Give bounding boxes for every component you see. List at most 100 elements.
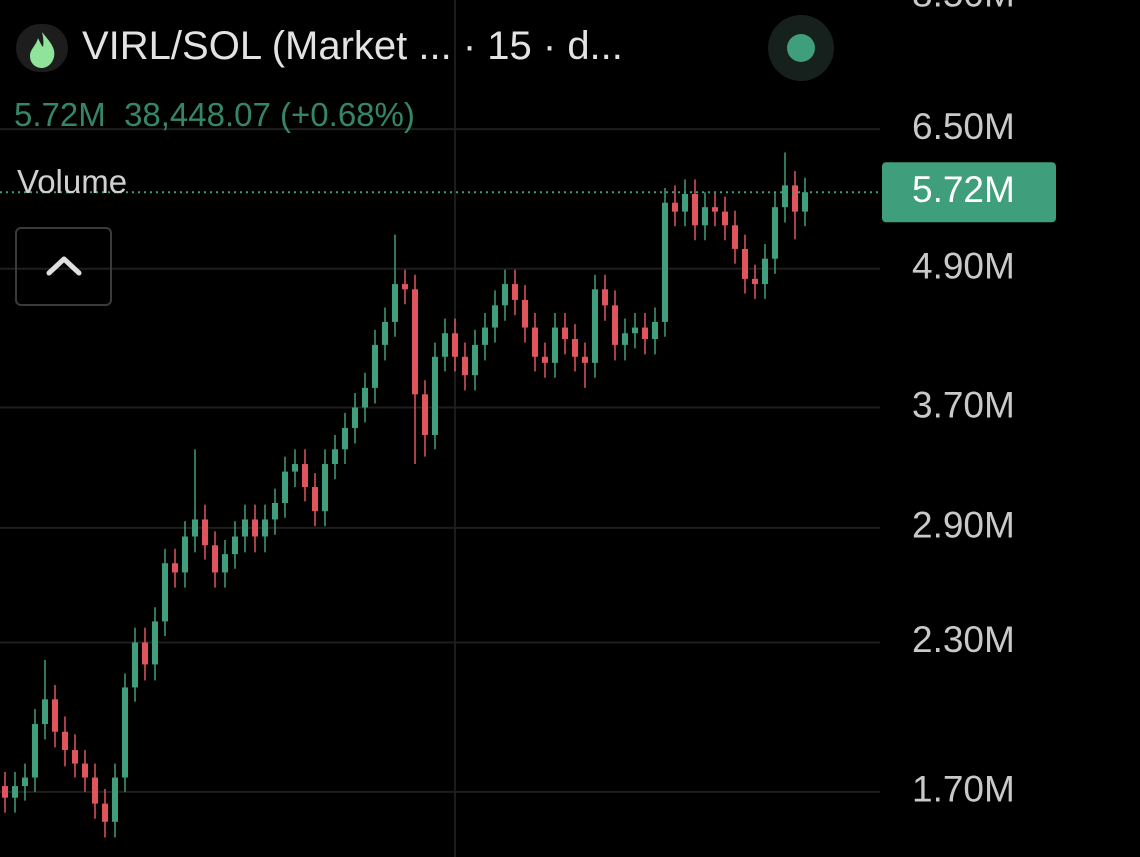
candle-body [722, 211, 728, 226]
change: 38,448.07 [124, 96, 271, 133]
candle-body [562, 327, 568, 340]
candle-body [32, 724, 38, 778]
indicator-label: Volume [17, 163, 128, 200]
candle-body [642, 327, 648, 340]
y-tick-label: 4.90M [912, 245, 1015, 286]
candle-body [262, 519, 268, 537]
pair-title: VIRL/SOL (Market ... · 15 · d... [82, 24, 623, 68]
candle-body [202, 519, 208, 546]
candle-body [302, 464, 308, 488]
candle-body [492, 305, 498, 328]
candle-body [192, 519, 198, 537]
candle-body [412, 289, 418, 395]
candle-body [572, 339, 578, 357]
candle-body [232, 536, 238, 555]
candle-body [472, 344, 478, 376]
candle-body [752, 278, 758, 285]
candle-body [622, 333, 628, 345]
candle-body [782, 185, 788, 208]
candle-body [142, 642, 148, 665]
candle-body [512, 284, 518, 300]
candle-body [762, 258, 768, 285]
candle-body [22, 777, 28, 787]
candle-body [122, 687, 128, 778]
candle-body [652, 321, 658, 340]
candle-body [172, 563, 178, 573]
candle-body [802, 192, 808, 212]
candle-body [732, 225, 738, 249]
price: 5.72M [14, 96, 106, 133]
candle-body [362, 387, 368, 408]
candle-body [372, 344, 378, 388]
candle-body [102, 803, 108, 822]
candle-body [272, 502, 278, 520]
candle-body [592, 289, 598, 363]
candle-body [182, 536, 188, 573]
candle-body [92, 777, 98, 804]
candle-body [702, 207, 708, 226]
candle-body [532, 327, 538, 357]
candle-body [222, 554, 228, 573]
candle-body [322, 464, 328, 512]
candle-body [682, 193, 688, 212]
candle-body [392, 284, 398, 322]
y-tick-label: 8.50M [912, 0, 1015, 14]
candle-body [252, 519, 258, 537]
candle-body [432, 356, 438, 435]
candle-body [162, 563, 168, 622]
candle-body [772, 207, 778, 259]
candle-body [2, 786, 8, 798]
candle-body [402, 284, 408, 290]
y-tick-label: 2.30M [912, 619, 1015, 660]
candle-body [692, 193, 698, 226]
candle-body [672, 202, 678, 212]
status-dot [787, 34, 815, 62]
token-icon [16, 24, 68, 72]
candle-body [342, 427, 348, 450]
candle-body [612, 305, 618, 345]
candle-body [72, 750, 78, 764]
candle-body [282, 471, 288, 503]
candle-body [422, 394, 428, 435]
chevron-icon [46, 256, 82, 276]
candle-body [62, 731, 68, 751]
candle-body [312, 487, 318, 512]
candle-body [742, 248, 748, 279]
candle-body [382, 321, 388, 345]
y-tick-label: 3.70M [912, 384, 1015, 425]
candle-body [602, 289, 608, 306]
price-line: 5.72M 38,448.07 (+0.68%) [14, 96, 415, 134]
change-pct: (+0.68%) [280, 96, 415, 133]
candle-body [242, 519, 248, 537]
flame [30, 32, 55, 68]
flame-icon [30, 32, 55, 68]
y-tick-label: 1.70M [912, 769, 1015, 810]
candle-body [442, 333, 448, 357]
candle-body [582, 356, 588, 363]
candle-body [152, 621, 158, 665]
y-tick-label: 6.50M [912, 106, 1015, 147]
candle-body [352, 407, 358, 428]
candle-body [52, 699, 58, 732]
candle-body [632, 327, 638, 334]
candle-body [132, 642, 138, 688]
candle-body [662, 202, 668, 322]
candle-body [82, 763, 88, 778]
candle-body [542, 356, 548, 363]
candle-body [792, 185, 798, 212]
candle-body [112, 777, 118, 822]
candle-body [502, 284, 508, 306]
candle-body [452, 333, 458, 357]
last-price-label: 5.72M [912, 169, 1015, 210]
candle-body [522, 299, 528, 328]
collapse-button[interactable] [15, 227, 112, 306]
candle-body [292, 464, 298, 472]
candle-body [212, 545, 218, 573]
candle-body [552, 327, 558, 363]
candle-body [332, 449, 338, 465]
y-tick-label: 2.90M [912, 505, 1015, 546]
last-price-tag [882, 162, 1056, 223]
status-indicator [768, 15, 834, 81]
